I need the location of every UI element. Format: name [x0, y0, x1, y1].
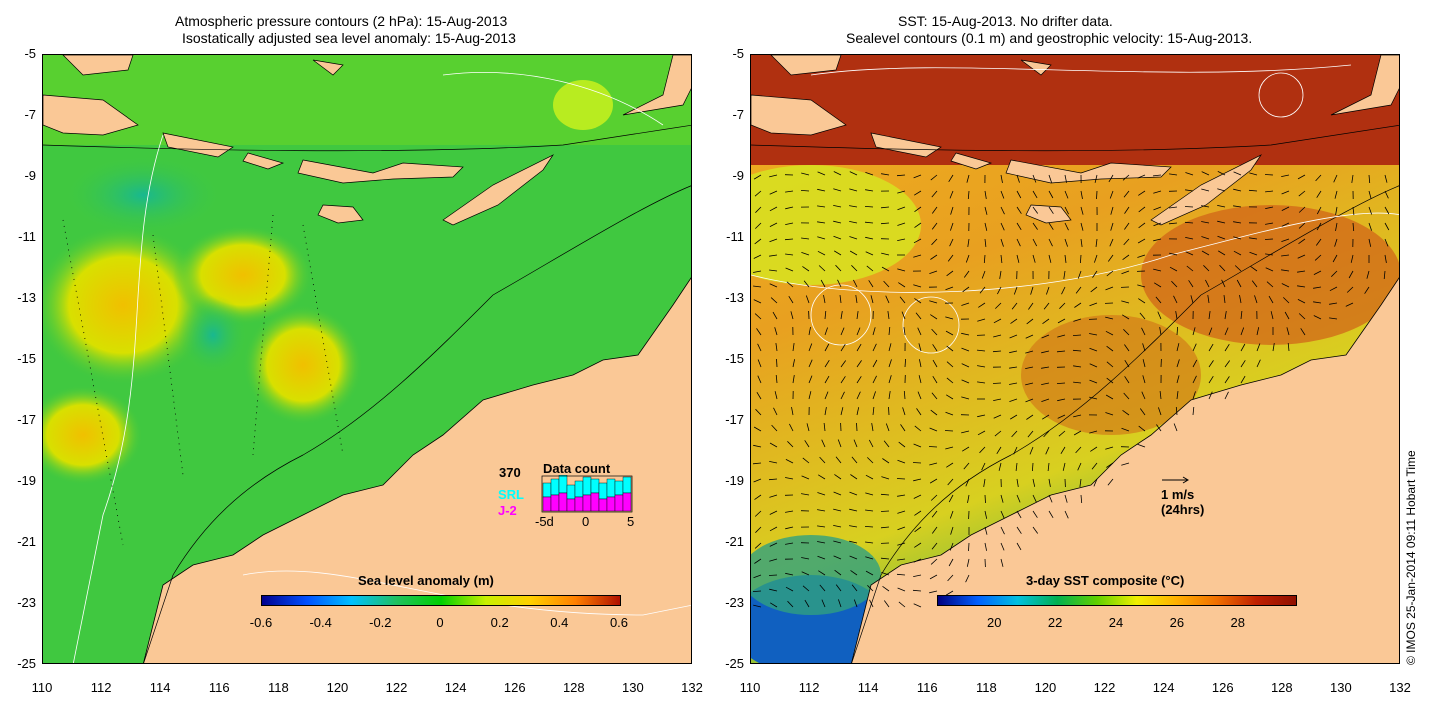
y-tick-label: -11 [18, 229, 36, 244]
left-map-panel[interactable]: Sea level anomaly (m) -0.6 -0.4 -0.2 0 0.2 0.… [42, 54, 692, 664]
land-java [43, 94, 139, 136]
credit-text: © IMOS 25-Jan-2014 09:11 Hobart Time [1404, 450, 1418, 665]
colorbar-tick-label: 20 [987, 615, 1002, 630]
y-tick-label: -5 [732, 46, 744, 61]
y-tick-label: -19 [17, 473, 36, 488]
right-colorbar-title: 3-day SST composite (°C) [1026, 573, 1185, 588]
land-timor [442, 154, 555, 226]
right-colorbar [937, 595, 1297, 606]
x-tick-label: 122 [1093, 680, 1116, 695]
y-tick-label: -7 [732, 107, 744, 122]
y-tick-label: -21 [17, 534, 36, 549]
y-tick-label: -23 [725, 595, 744, 610]
x-tick-label: 112 [798, 680, 820, 695]
land-sumbawa-flores [297, 159, 464, 184]
data-count-max: 370 [499, 465, 521, 480]
left-colorbar [261, 595, 621, 606]
colorbar-tick-label: 26 [1169, 615, 1185, 630]
x-tick-label: 116 [916, 680, 938, 695]
x-tick-label: 128 [1270, 680, 1293, 695]
y-tick-label: -25 [17, 656, 36, 671]
x-tick-label: 114 [149, 680, 171, 695]
x-tick-label: 114 [857, 680, 879, 695]
y-tick-label: -13 [17, 290, 36, 305]
data-count-series2: J-2 [498, 503, 517, 518]
land-north-islands [62, 55, 691, 116]
data-count-series1: SRL [498, 487, 524, 502]
scale-arrow [1162, 476, 1189, 484]
x-tick-label: 120 [1034, 680, 1057, 695]
y-tick-label: -5 [24, 46, 36, 61]
x-tick-label: 118 [267, 680, 289, 695]
land-australia-right [851, 277, 1399, 663]
y-tick-label: -9 [732, 168, 744, 183]
colorbar-tick-label: -0.4 [309, 615, 332, 630]
land-bali-lombok [162, 132, 285, 170]
left-map-svg [43, 55, 691, 663]
scale-arrow-label: 1 m/s [1161, 487, 1195, 502]
land-sumba [317, 204, 364, 224]
x-tick-label: 124 [444, 680, 467, 695]
x-tick-label: 132 [681, 680, 703, 695]
y-tick-label: -19 [725, 473, 744, 488]
data-count-tick: -5d [535, 514, 554, 529]
y-tick-label: -11 [726, 229, 744, 244]
x-tick-label: 130 [622, 680, 644, 695]
colorbar-tick-label: 22 [1047, 615, 1063, 630]
colorbar-tick-label: 0.6 [609, 615, 629, 630]
colorbar-tick-label: 0.2 [490, 615, 509, 630]
right-map-svg [751, 55, 1399, 663]
y-tick-label: -25 [725, 656, 744, 671]
colorbar-tick-label: 0.4 [550, 615, 569, 630]
x-tick-label: 126 [503, 680, 526, 695]
x-tick-label: 122 [385, 680, 408, 695]
colorbar-tick-label: -0.6 [249, 615, 273, 630]
y-tick-label: -9 [24, 168, 36, 183]
x-tick-label: 124 [1152, 680, 1175, 695]
y-tick-label: -21 [725, 534, 744, 549]
y-tick-label: -23 [17, 595, 36, 610]
right-title-line1: SST: 15-Aug-2013. No drifter data. [898, 13, 1113, 29]
colorbar-tick-label: -0.2 [369, 615, 392, 630]
colorbar-tick-label: 0 [436, 615, 444, 630]
x-tick-label: 112 [90, 680, 112, 695]
left-title-line2: Isostatically adjusted sea level anomaly… [182, 30, 516, 46]
data-count-chart [541, 475, 633, 513]
colorbar-tick-label: 28 [1230, 615, 1245, 630]
x-tick-label: 132 [1389, 680, 1411, 695]
data-count-title: Data count [543, 461, 611, 476]
right-title-line2: Sealevel contours (0.1 m) and geostrophi… [846, 30, 1253, 46]
x-tick-label: 116 [208, 680, 230, 695]
x-tick-label: 110 [739, 680, 761, 695]
x-tick-label: 126 [1211, 680, 1234, 695]
x-tick-label: 128 [562, 680, 585, 695]
y-tick-label: -7 [24, 107, 36, 122]
x-tick-label: 110 [31, 680, 53, 695]
data-count-tick: 0 [582, 514, 590, 529]
x-tick-label: 130 [1330, 680, 1352, 695]
y-tick-label: -17 [17, 412, 36, 427]
x-tick-label: 118 [975, 680, 997, 695]
right-map-panel[interactable]: 1 m/s (24hrs) 3-day SST composite (°C) 2… [750, 54, 1400, 664]
left-colorbar-title: Sea level anomaly (m) [358, 573, 494, 588]
scale-arrow-sublabel: (24hrs) [1161, 502, 1205, 517]
y-tick-label: -17 [725, 412, 744, 427]
y-tick-label: -13 [725, 290, 744, 305]
y-tick-label: -15 [725, 351, 744, 366]
left-title-line1: Atmospheric pressure contours (2 hPa): 1… [175, 13, 508, 29]
data-count-tick: 5 [627, 514, 635, 529]
land-australia [143, 277, 691, 663]
colorbar-tick-label: 24 [1108, 615, 1124, 630]
x-tick-label: 120 [326, 680, 349, 695]
y-tick-label: -15 [17, 351, 36, 366]
